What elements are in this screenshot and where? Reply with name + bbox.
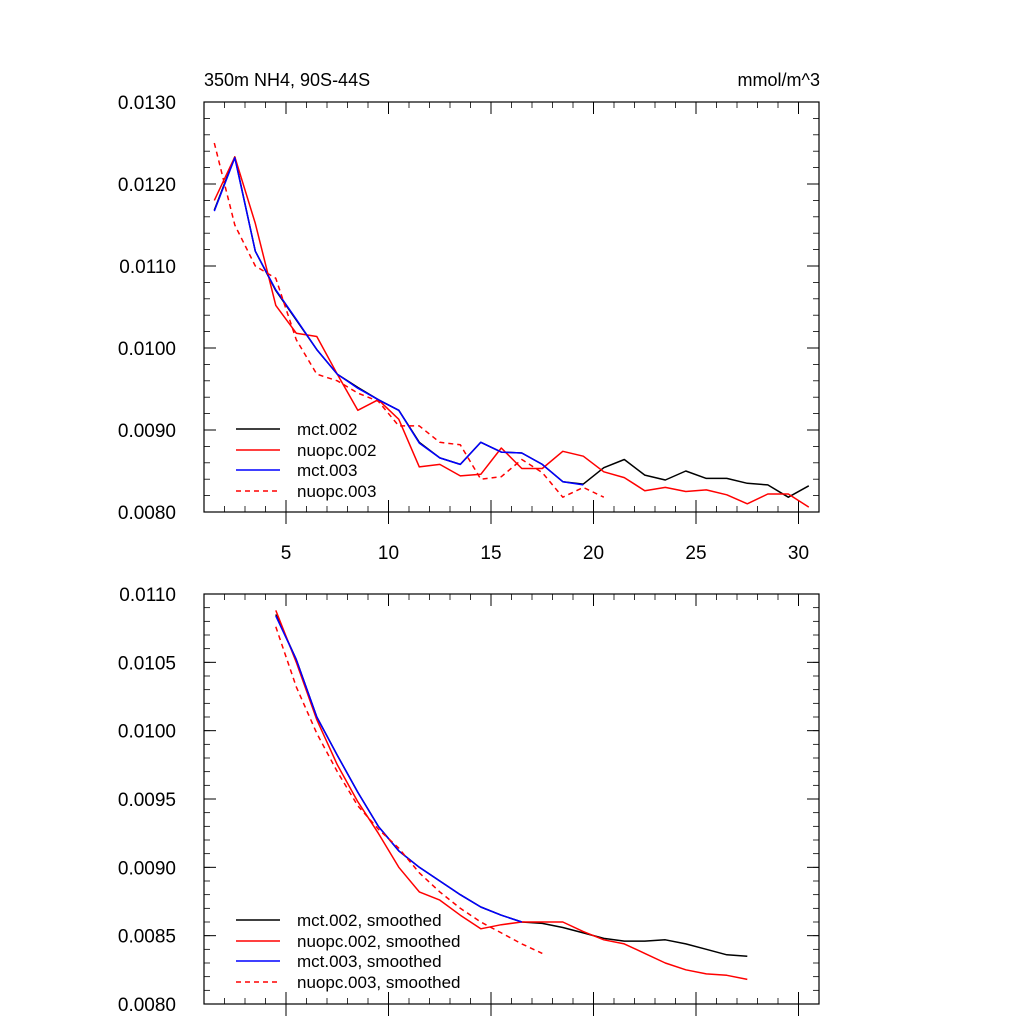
legend-label-nuopc-003-smoothed: nuopc.003, smoothed bbox=[297, 973, 461, 992]
legend-label-mct-003: mct.003 bbox=[297, 461, 357, 480]
top-panel-legend: mct.002 nuopc.002 mct.003 nuopc.003 bbox=[236, 420, 376, 501]
top-panel-title: 350m NH4, 90S-44S bbox=[204, 70, 370, 90]
x-tick-label: 10 bbox=[378, 543, 399, 564]
top-panel-series bbox=[213, 142, 810, 508]
x-tick-label: 25 bbox=[685, 543, 706, 564]
y-tick-label: 0.0080 bbox=[118, 995, 176, 1016]
bottom-panel-legend: mct.002, smoothed nuopc.002, smoothed mc… bbox=[236, 911, 461, 992]
series-line-nuopc-003-smoothed bbox=[275, 626, 543, 955]
bottom-panel: 0.0080 0.0085 0.0090 0.0095 0.0100 0.0105 0.01… bbox=[118, 585, 820, 1016]
bottom-panel-series bbox=[275, 610, 748, 981]
legend-label-nuopc-003: nuopc.003 bbox=[297, 482, 376, 501]
series-line-mct-003 bbox=[213, 157, 584, 486]
y-tick-label: 0.0085 bbox=[118, 927, 176, 948]
x-tick-label: 5 bbox=[281, 543, 292, 564]
top-panel-units: mmol/m^3 bbox=[738, 70, 820, 90]
y-tick-label: 0.0120 bbox=[118, 175, 176, 196]
top-panel-axes: 0.0080 0.0090 0.0100 0.0110 0.0120 0.0130 5 10 1… bbox=[118, 93, 820, 564]
top-panel-frame bbox=[203, 101, 820, 513]
y-tick-label: 0.0110 bbox=[119, 585, 176, 606]
legend-label-mct-003-smoothed: mct.003, smoothed bbox=[297, 952, 442, 971]
series-line-mct-003-smoothed bbox=[275, 615, 523, 923]
top-panel: 350m NH4, 90S-44S mmol/m^3 0.00800.00900… bbox=[118, 70, 820, 564]
series-line-mct-002-smoothed bbox=[275, 614, 748, 957]
y-tick-label: 0.0090 bbox=[118, 858, 176, 879]
legend-label-nuopc-002-smoothed: nuopc.002, smoothed bbox=[297, 932, 461, 951]
y-tick-label: 0.0095 bbox=[118, 790, 176, 811]
legend-label-nuopc-002: nuopc.002 bbox=[297, 441, 376, 460]
y-tick-label: 0.0100 bbox=[118, 339, 176, 360]
series-line-nuopc-002-smoothed bbox=[275, 610, 748, 981]
y-tick-label: 0.0080 bbox=[118, 503, 176, 524]
legend-label-mct-002: mct.002 bbox=[297, 420, 357, 439]
x-tick-label: 30 bbox=[788, 543, 809, 564]
legend-label-mct-002-smoothed: mct.002, smoothed bbox=[297, 911, 442, 930]
y-tick-label: 0.0130 bbox=[118, 93, 176, 114]
x-tick-label: 15 bbox=[480, 543, 501, 564]
y-tick-label: 0.0110 bbox=[119, 257, 176, 278]
bottom-panel-axes: 0.0080 0.0085 0.0090 0.0095 0.0100 0.0105 0.01… bbox=[118, 585, 820, 1016]
y-tick-label: 0.0105 bbox=[118, 653, 176, 674]
series-line-nuopc-002 bbox=[213, 156, 810, 508]
bottom-panel-frame bbox=[203, 593, 820, 1005]
x-tick-label: 20 bbox=[583, 543, 604, 564]
series-line-nuopc-003 bbox=[213, 142, 605, 498]
y-tick-label: 0.0100 bbox=[118, 722, 176, 743]
y-tick-label: 0.0090 bbox=[118, 421, 176, 442]
